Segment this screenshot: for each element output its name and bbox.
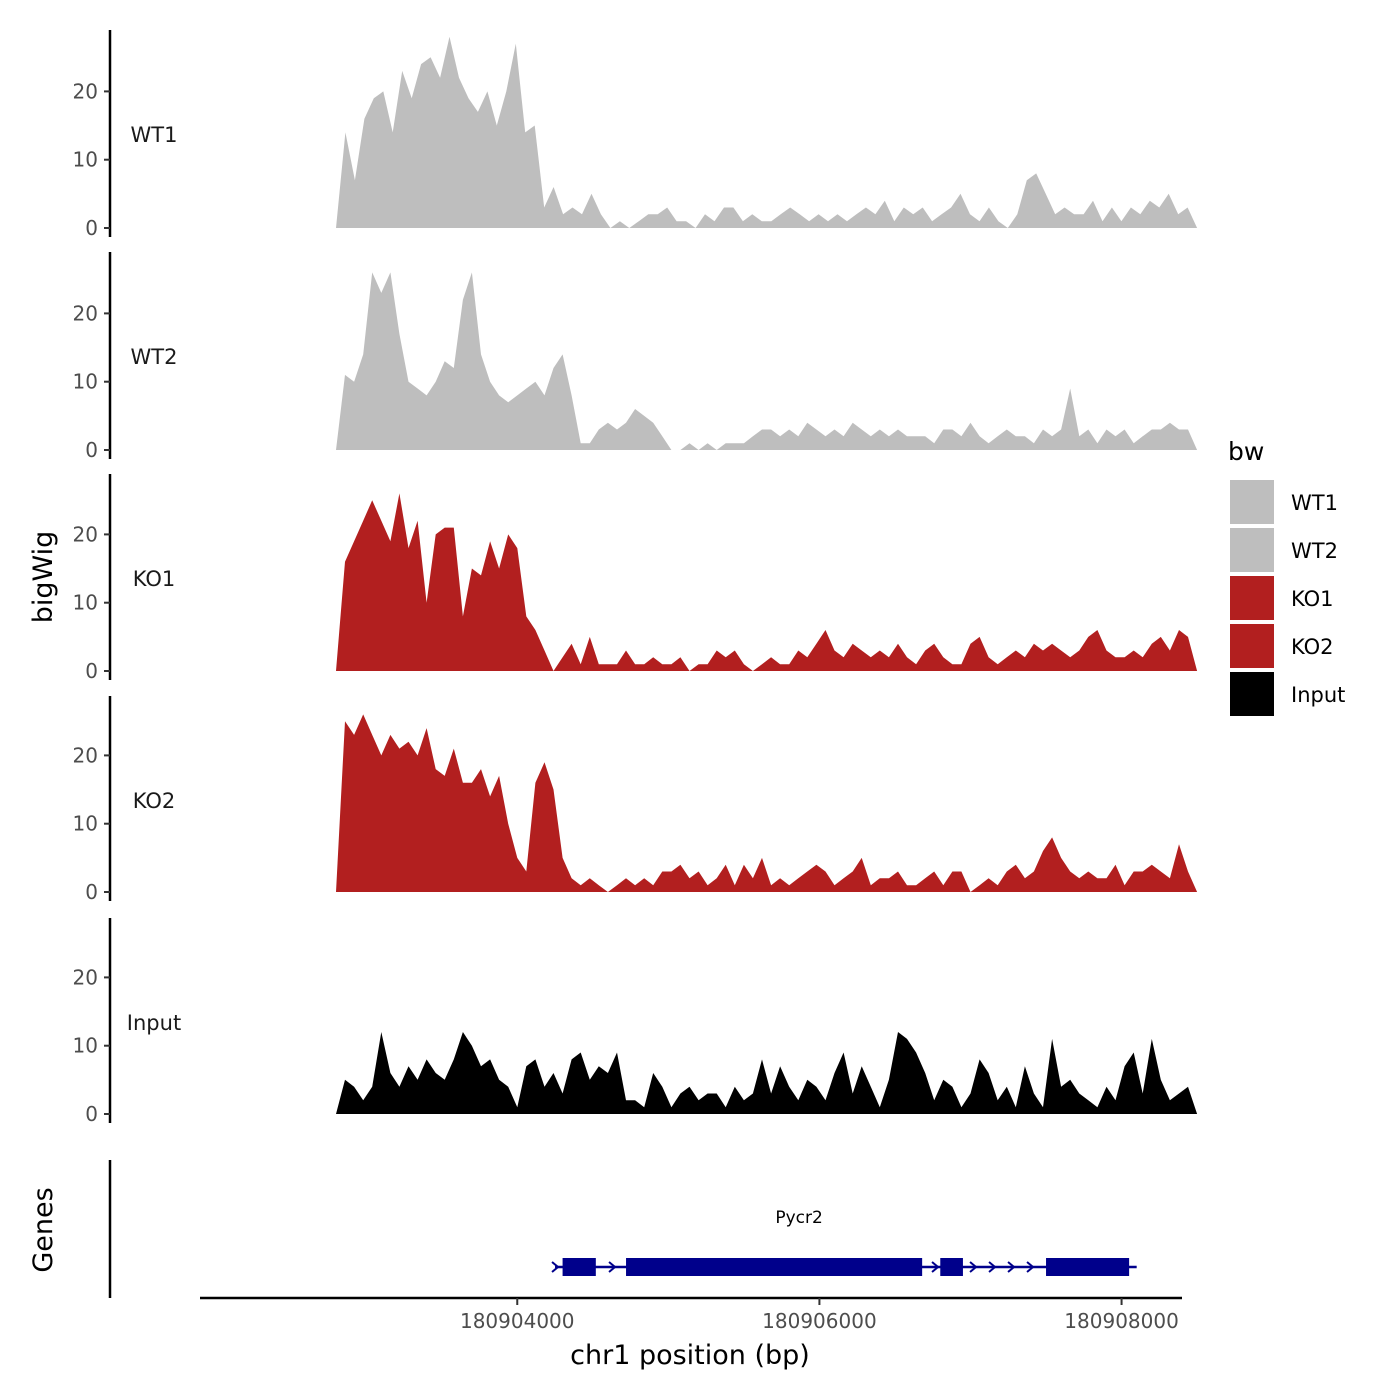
legend-key-ko1 <box>1230 576 1274 620</box>
track-label-ko1: KO1 <box>133 567 176 591</box>
y-tick-label: 0 <box>85 216 98 240</box>
strand-arrow <box>608 1261 617 1273</box>
x-tick-label: 180906000 <box>762 1309 877 1333</box>
strand-arrow <box>969 1261 978 1273</box>
legend-label-wt2: WT2 <box>1291 539 1338 563</box>
track-input: 0 10 20 Input <box>73 918 1198 1126</box>
legend-item-ko2: KO2 <box>1230 624 1334 668</box>
y-tick-label: 0 <box>85 659 98 683</box>
legend-item-wt2: WT2 <box>1230 528 1338 572</box>
y-tick-label: 20 <box>73 522 98 546</box>
y-axis-title: bigWig <box>28 531 59 624</box>
x-tick-label: 180908000 <box>1064 1309 1179 1333</box>
track-ko2: 0 10 20 KO2 <box>73 696 1198 904</box>
signal-area-input <box>336 1032 1198 1114</box>
genes-panel-label: Genes <box>28 1187 59 1272</box>
strand-arrow <box>1026 1261 1035 1273</box>
track-label-input: Input <box>127 1011 181 1035</box>
signal-area-wt1 <box>336 36 1198 228</box>
y-tick-label: 20 <box>73 301 98 325</box>
legend-item-ko1: KO1 <box>1230 576 1334 620</box>
signal-area-ko2 <box>336 714 1198 892</box>
gene-exon <box>562 1258 596 1276</box>
track-label-ko2: KO2 <box>133 789 176 813</box>
signal-area-wt2 <box>336 272 1198 450</box>
strand-arrow <box>931 1261 940 1273</box>
y-tick-label: 0 <box>85 438 98 462</box>
legend-items: WT1 WT2 KO1 KO2 Input <box>1230 480 1345 716</box>
bigwig-tracks: 0 10 20 WT1 0 10 20 WT2 0 10 20 KO1 0 10 20 KO2 0 10 20 Inp… <box>73 30 1198 1126</box>
gene-name-label: Pycr2 <box>775 1208 822 1228</box>
gene-exon <box>940 1258 963 1276</box>
genes-panel: Genes Pycr2 <box>28 1160 1137 1298</box>
legend-title: bw <box>1228 437 1264 466</box>
strand-arrow <box>551 1261 560 1273</box>
x-axis-title: chr1 position (bp) <box>570 1340 810 1371</box>
track-wt2: 0 10 20 WT2 <box>73 252 1198 462</box>
gene-exon <box>626 1258 923 1276</box>
track-label-wt2: WT2 <box>131 345 178 369</box>
strand-arrow <box>988 1261 997 1273</box>
y-tick-label: 10 <box>73 148 98 172</box>
track-label-wt1: WT1 <box>131 123 178 147</box>
x-axis: 180904000 180906000 180908000 chr1 positio… <box>200 1296 1182 1371</box>
strand-arrow <box>1007 1261 1016 1273</box>
y-tick-label: 20 <box>73 965 98 989</box>
y-tick-label: 20 <box>73 79 98 103</box>
legend-item-wt1: WT1 <box>1230 480 1338 524</box>
legend-label-ko2: KO2 <box>1291 635 1334 659</box>
track-ko1: 0 10 20 KO1 <box>73 474 1198 683</box>
y-tick-label: 10 <box>73 1034 98 1058</box>
legend-label-ko1: KO1 <box>1291 587 1334 611</box>
track-wt1: 0 10 20 WT1 <box>73 30 1198 240</box>
gene-model: Pycr2 <box>551 1208 1137 1276</box>
gene-exon <box>1046 1258 1130 1276</box>
legend: bw WT1 WT2 KO1 KO2 Input <box>1228 437 1345 716</box>
legend-label-wt1: WT1 <box>1291 491 1338 515</box>
legend-key-ko2 <box>1230 624 1274 668</box>
y-tick-label: 0 <box>85 880 98 904</box>
legend-item-input: Input <box>1230 672 1345 716</box>
x-tick-label: 180904000 <box>460 1309 575 1333</box>
y-tick-label: 20 <box>73 743 98 767</box>
legend-key-input <box>1230 672 1274 716</box>
legend-label-input: Input <box>1291 683 1345 707</box>
legend-key-wt1 <box>1230 480 1274 524</box>
x-ticks: 180904000 180906000 180908000 <box>460 1298 1179 1333</box>
legend-key-wt2 <box>1230 528 1274 572</box>
signal-area-ko1 <box>336 493 1198 671</box>
y-tick-label: 0 <box>85 1102 98 1126</box>
y-tick-label: 10 <box>73 812 98 836</box>
y-tick-label: 10 <box>73 370 98 394</box>
y-tick-label: 10 <box>73 591 98 615</box>
